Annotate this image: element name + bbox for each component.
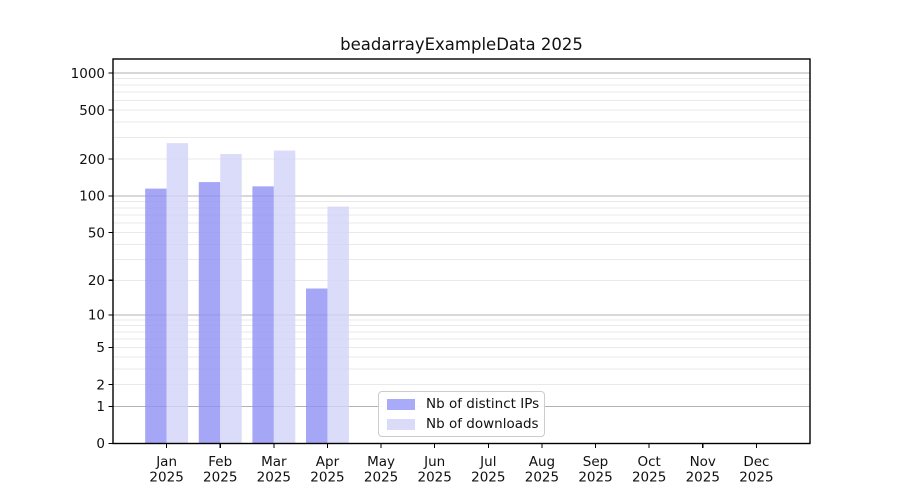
- legend-item: Nb of distinct IPs: [387, 396, 539, 412]
- y-tick-label: 20: [88, 273, 105, 289]
- x-tick-label-year: 2025: [739, 470, 773, 486]
- x-tick-label-year: 2025: [203, 470, 237, 486]
- x-tick-label-month: May: [367, 454, 395, 470]
- y-tick-label: 2: [96, 377, 105, 393]
- bar-downloads-mar: [273, 150, 296, 444]
- y-tick-label: 10: [88, 308, 105, 324]
- x-tick-label-month: Oct: [637, 454, 660, 470]
- axes-spine: [112, 58, 811, 445]
- legend-label: Nb of downloads: [426, 416, 539, 432]
- legend-label: Nb of distinct IPs: [426, 396, 540, 412]
- x-tick-label-year: 2025: [578, 470, 612, 486]
- y-tick-label: 500: [79, 103, 105, 119]
- y-tick-label: 1000: [71, 66, 105, 82]
- x-tick-label-year: 2025: [471, 470, 505, 486]
- y-tick-label: 50: [88, 225, 105, 241]
- x-tick-label-year: 2025: [525, 470, 559, 486]
- x-tick-label-month: Mar: [261, 454, 287, 470]
- x-tick-label-year: 2025: [632, 470, 666, 486]
- x-tick-label-month: Aug: [529, 454, 555, 470]
- bar-downloads-jan: [166, 143, 189, 444]
- y-tick-label: 5: [96, 340, 105, 356]
- x-tick-label-year: 2025: [310, 470, 344, 486]
- legend: Nb of distinct IPs Nb of downloads: [378, 391, 545, 437]
- bar-ips-mar: [252, 186, 274, 444]
- x-tick-label-year: 2025: [686, 470, 720, 486]
- y-tick-label: 200: [79, 152, 105, 168]
- bar-ips-feb: [198, 182, 221, 444]
- legend-item: Nb of downloads: [387, 416, 539, 432]
- y-tick-label: 0: [96, 436, 105, 452]
- x-tick-label-year: 2025: [418, 470, 452, 486]
- x-tick-label-month: Apr: [316, 454, 340, 470]
- bar-ips-jan: [145, 188, 167, 444]
- x-tick-label-month: Jan: [155, 454, 177, 470]
- x-tick-label-month: Jul: [479, 454, 496, 470]
- y-tick-label: 100: [79, 189, 105, 205]
- x-tick-label-month: Sep: [583, 454, 608, 470]
- legend-swatch: [387, 398, 415, 410]
- x-tick-label-month: Feb: [208, 454, 232, 470]
- chart-title: beadarrayExampleData 2025: [340, 35, 583, 54]
- x-tick-label-month: Nov: [690, 454, 716, 470]
- legend-swatch: [387, 418, 415, 430]
- y-tick-label: 1: [96, 399, 105, 415]
- x-tick-label-year: 2025: [149, 470, 183, 486]
- bar-downloads-apr: [327, 206, 349, 444]
- x-tick-label-month: Dec: [743, 454, 769, 470]
- bar-ips-apr: [306, 288, 328, 444]
- x-tick-label-month: Jun: [423, 454, 445, 470]
- bar-downloads-feb: [220, 154, 242, 444]
- x-tick-label-year: 2025: [257, 470, 291, 486]
- x-tick-label-year: 2025: [364, 470, 398, 486]
